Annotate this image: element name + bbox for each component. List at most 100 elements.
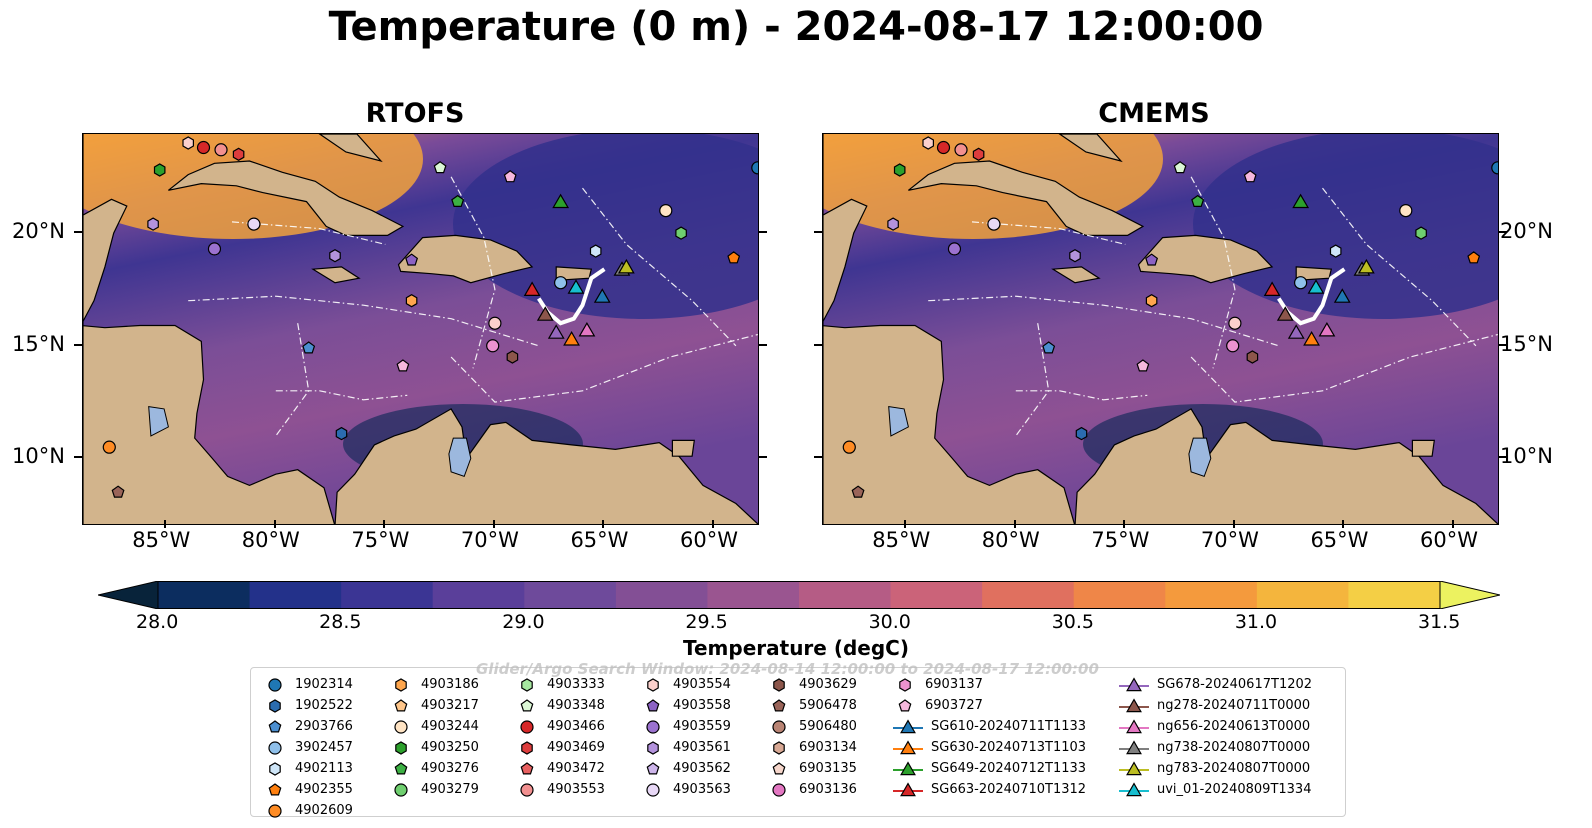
- legend-entry: 4902609: [261, 800, 353, 821]
- lon-tick-label: 60°W: [679, 528, 738, 552]
- map-marker-25: [335, 426, 348, 441]
- lat-tick-mark: [74, 343, 82, 346]
- colorbar-tick-label: 29.5: [685, 611, 728, 633]
- legend-label: 5906478: [799, 698, 857, 713]
- lat-tick-mark: [759, 231, 767, 234]
- map-marker-22: [506, 350, 519, 364]
- legend-marker: [269, 698, 281, 713]
- lon-tick-mark: [273, 520, 276, 528]
- legend-marker: [268, 782, 282, 795]
- lon-tick-label: 85°W: [872, 528, 931, 552]
- legend-marker: [647, 677, 659, 692]
- legend-marker: [520, 698, 534, 711]
- legend-label: 4903244: [421, 719, 479, 734]
- land-polygon: [671, 439, 695, 457]
- land-polygon: [168, 160, 405, 237]
- legend-label: 4903553: [547, 782, 605, 797]
- legend-marker: [269, 761, 281, 776]
- lake-polygon: [448, 437, 472, 478]
- lat-tick-mark: [759, 456, 767, 459]
- legend-column: SG678-20240617T1202 ng278-20240711T0000 ng…: [1117, 674, 1312, 800]
- eez-boundary: [450, 333, 758, 403]
- lon-tick-label: 70°W: [460, 528, 519, 552]
- legend-entry: 4903558: [639, 695, 731, 716]
- eez-boundary: [1190, 176, 1236, 369]
- land-polygon: [1051, 266, 1101, 284]
- map-marker-10: [727, 251, 741, 264]
- legend-marker: [898, 698, 912, 711]
- legend-label: 4903562: [673, 761, 731, 776]
- legend-entry: 4903469: [513, 737, 605, 758]
- legend-entry: ng278-20240711T0000: [1117, 695, 1312, 716]
- colorbar-tick-label: 30.5: [1051, 611, 1095, 633]
- legend-label: 4903554: [673, 677, 731, 692]
- lat-tick-label: 15°N: [1500, 331, 1553, 356]
- map-marker-20: [488, 316, 502, 330]
- map-marker-30: [1276, 306, 1294, 321]
- map-marker-27: [111, 485, 125, 498]
- lon-tick-label: 80°W: [241, 528, 300, 552]
- legend-entry: 4903279: [387, 779, 479, 800]
- legend-marker: [893, 760, 923, 775]
- lat-tick-mark: [1499, 231, 1507, 234]
- legend-marker: [1119, 718, 1149, 733]
- lon-tick-mark: [1123, 520, 1126, 528]
- lon-tick-mark: [1013, 520, 1016, 528]
- map-marker-29: [1263, 281, 1281, 296]
- legend-entry: 3902457: [261, 737, 353, 758]
- colorbar-segment: [707, 581, 800, 609]
- legend-label: 4903561: [673, 740, 731, 755]
- lat-tick-label: 15°N: [12, 331, 65, 356]
- legend-marker: [268, 740, 282, 755]
- colorbar-tick-label: 29.0: [502, 611, 545, 633]
- map-marker-30: [536, 306, 554, 321]
- map-marker-12: [887, 217, 899, 231]
- legend-entry: 4902355: [261, 779, 353, 800]
- legend-marker: [394, 761, 408, 774]
- legend-column: 4903333 4903348 4903466 4903469 4903472 49035…: [513, 674, 605, 800]
- colorbar-segment: [249, 581, 342, 609]
- legend-label: 4903558: [673, 698, 731, 713]
- legend-marker: [520, 719, 534, 734]
- map-marker-10: [1467, 251, 1481, 264]
- land-polygon: [1411, 439, 1435, 457]
- legend-marker: [893, 739, 923, 754]
- lat-tick-label: 20°N: [1500, 219, 1553, 244]
- map-marker-14: [947, 242, 962, 256]
- colorbar-extend-low: [97, 580, 159, 610]
- legend-label: 4903563: [673, 782, 731, 797]
- colorbar-tick-label: 30.0: [868, 611, 911, 633]
- eez-boundary: [928, 295, 1279, 347]
- map-marker-7: [503, 170, 517, 183]
- legend-column: 4903186 4903217 4903244 4903250 4903276 49032…: [387, 674, 479, 800]
- legend-label: 4902113: [295, 761, 353, 776]
- map-marker-4: [893, 163, 906, 177]
- eez-boundary: [1015, 323, 1050, 437]
- lon-tick-label: 85°W: [132, 528, 191, 552]
- legend-column: 4903554 4903558 4903559 4903561 4903562 49035…: [639, 674, 731, 800]
- lon-tick-mark: [1232, 520, 1235, 528]
- colorbar-tick-label: 28.0: [136, 611, 179, 633]
- map-marker-11: [751, 161, 758, 175]
- lon-tick-mark: [711, 520, 714, 528]
- colorbar-segment: [524, 581, 617, 609]
- legend-marker: [268, 803, 282, 818]
- lon-tick-label: 70°W: [1200, 528, 1259, 552]
- lon-tick-label: 75°W: [1091, 528, 1150, 552]
- eez-boundary: [1322, 187, 1477, 347]
- lon-tick-mark: [164, 520, 167, 528]
- legend-marker: [394, 782, 408, 797]
- map-marker-21: [486, 339, 500, 353]
- lon-tick-label: 60°W: [1419, 528, 1478, 552]
- legend-marker: [646, 761, 660, 774]
- lat-tick-mark: [1499, 456, 1507, 459]
- colorbar-tick-label: 28.5: [319, 611, 362, 633]
- lon-tick-mark: [602, 520, 605, 528]
- legend-entry: 4903563: [639, 779, 731, 800]
- legend-column: 4903629 5906478 5906480 6903134 6903135 69031…: [765, 674, 857, 800]
- legend-label: 4903217: [421, 698, 479, 713]
- map-marker-24: [302, 341, 316, 354]
- map-marker-3: [922, 136, 935, 150]
- map-marker-13: [987, 217, 1001, 231]
- map-marker-32: [1303, 330, 1320, 346]
